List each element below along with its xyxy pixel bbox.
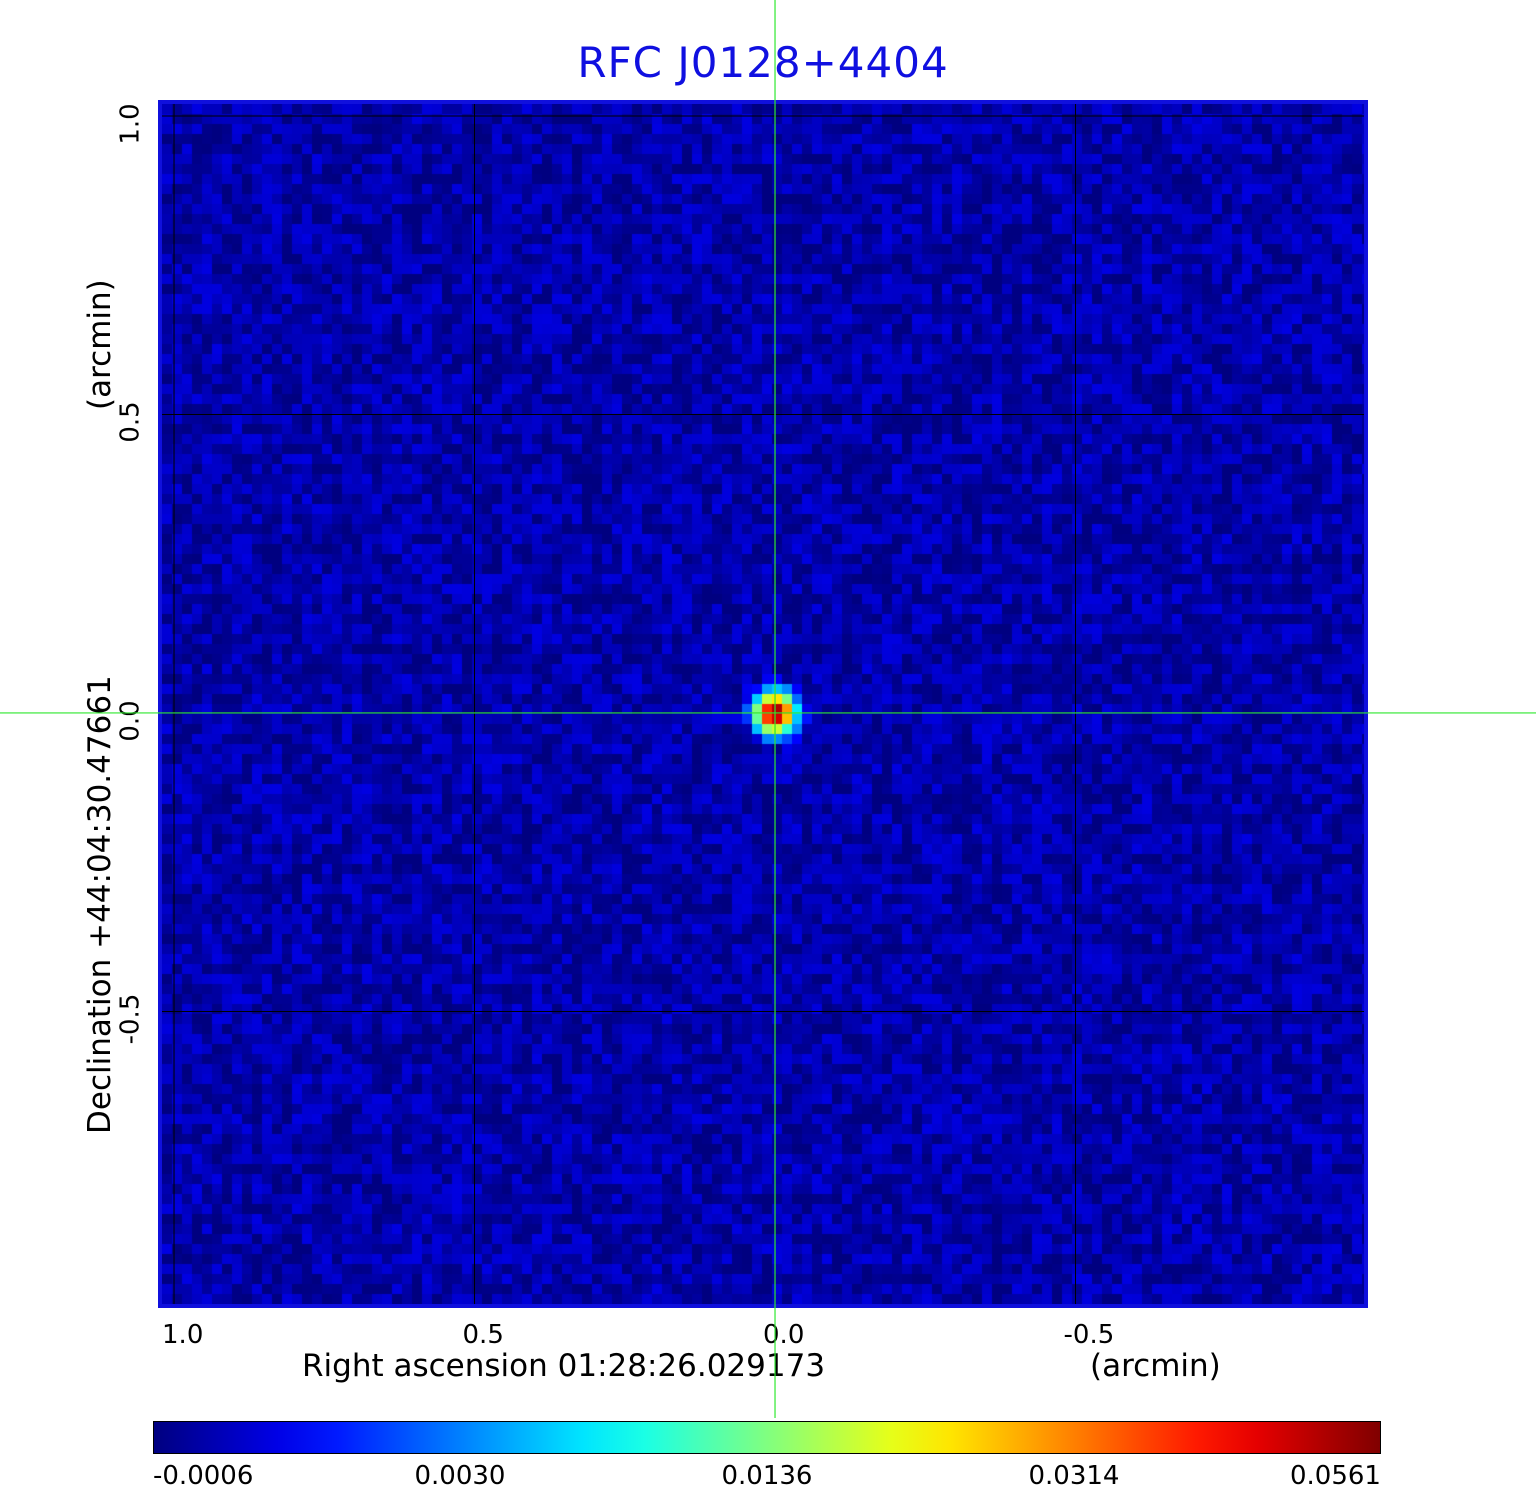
intensity-map — [162, 104, 1364, 1304]
x-tick-label: 1.0 — [162, 1320, 204, 1350]
colorbar — [153, 1421, 1381, 1454]
y-tick-label: -0.5 — [114, 994, 145, 1045]
x-tick-label: 0.0 — [763, 1320, 805, 1350]
y-axis-label: Declination +44:04:30.47661 — [82, 675, 118, 1134]
coordinate-grid — [162, 104, 1364, 1304]
x-tick-label: 0.5 — [462, 1320, 504, 1350]
image-plot-area[interactable] — [158, 100, 1368, 1308]
colorbar-tick-label: 0.0561 — [1290, 1461, 1381, 1491]
colorbar-tick-label: 0.0136 — [721, 1461, 813, 1491]
y-axis-unit: (arcmin) — [82, 279, 118, 410]
chart-title: RFC J0128+4404 — [577, 38, 949, 87]
x-axis-label: Right ascension 01:28:26.029173 — [302, 1348, 826, 1384]
colorbar-tick-label: 0.0030 — [414, 1461, 506, 1491]
y-tick-label: 0.0 — [115, 700, 146, 742]
x-axis-unit: (arcmin) — [1090, 1348, 1221, 1384]
y-tick-label: 1.0 — [115, 103, 146, 145]
colorbar-tick-label: -0.0006 — [153, 1461, 254, 1491]
x-tick-label: -0.5 — [1063, 1320, 1115, 1350]
y-tick-label: 0.5 — [115, 401, 146, 444]
colorbar-tick-label: 0.0314 — [1028, 1461, 1120, 1491]
